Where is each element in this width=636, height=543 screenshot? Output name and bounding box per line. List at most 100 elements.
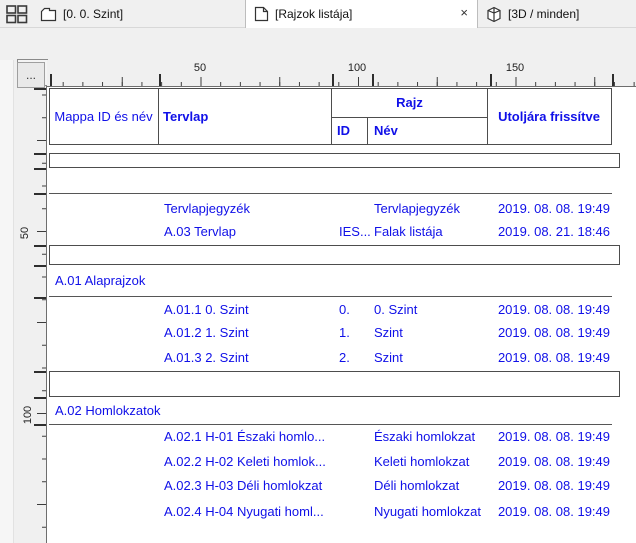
cell-name: Keleti homlokzat: [374, 454, 470, 469]
cell-name: Szint: [374, 325, 403, 340]
table-header-frame: [49, 88, 612, 145]
ruler-marker: [34, 424, 46, 426]
table-row: A.01.3 2. Szint 2. Szint 2019. 08. 08. 1…: [49, 350, 612, 366]
ruler-marker: [50, 74, 52, 87]
header-layout: Tervlap: [163, 109, 209, 124]
tab-floor-plan[interactable]: [0. 0. Szint]: [32, 0, 242, 28]
ruler-marker: [612, 74, 614, 87]
window-layout-button[interactable]: [4, 3, 30, 25]
ruler-number: 50: [191, 62, 209, 74]
cell-layout: A.01.3 2. Szint: [164, 350, 249, 365]
section-header: A.02 Homlokzatok: [55, 403, 161, 418]
cell-layout: A.02.3 H-03 Déli homlokzat: [164, 478, 323, 493]
cell-updated: 2019. 08. 08. 19:49: [497, 302, 610, 317]
cell-updated: 2019. 08. 21. 18:46: [497, 224, 610, 239]
column-divider: [158, 88, 159, 145]
grid-layout-icon: [6, 4, 28, 23]
cell-name: Szint: [374, 350, 403, 365]
tab-3d-view[interactable]: [3D / minden]: [478, 0, 636, 28]
cell-layout: A.01.1 0. Szint: [164, 302, 249, 317]
ruler-options-button[interactable]: ...: [17, 62, 45, 88]
ruler-marker: [34, 265, 46, 267]
header-id: ID: [337, 123, 350, 138]
cell-id: 1.: [339, 325, 350, 340]
tab-label: [0. 0. Szint]: [63, 7, 124, 21]
table-row: A.03 Tervlap IES... Falak listája 2019. …: [49, 224, 612, 240]
table-row: A.02.3 H-03 Déli homlokzat Déli homlokza…: [49, 478, 612, 494]
cell-name: Tervlapjegyzék: [374, 201, 460, 216]
left-edge-strip: [0, 60, 14, 543]
tab-bar: [0. 0. Szint] [Rajzok listája] × [3D / m…: [0, 0, 636, 28]
cell-name: Déli homlokzat: [374, 478, 460, 493]
close-icon[interactable]: ×: [460, 5, 468, 20]
cell-updated: 2019. 08. 08. 19:49: [497, 350, 610, 365]
cell-name: Falak listája: [374, 224, 443, 239]
section-rule: [49, 296, 612, 297]
ruler-marker: [159, 74, 161, 87]
column-divider: [367, 117, 368, 145]
cell-updated: 2019. 08. 08. 19:49: [497, 478, 610, 493]
cell-name: Északi homlokzat: [374, 429, 476, 444]
cell-layout: A.01.2 1. Szint: [164, 325, 249, 340]
empty-drawing-frame: [49, 245, 620, 265]
document-icon: [254, 6, 269, 22]
ruler-marker: [34, 193, 46, 195]
column-divider: [487, 88, 488, 145]
ruler-number: 50: [19, 224, 32, 242]
table-row: A.02.1 H-01 Északi homlo... Északi homlo…: [49, 429, 612, 445]
ruler-number: 100: [345, 62, 369, 74]
cell-id: 0.: [339, 302, 350, 317]
cell-layout: A.02.4 H-04 Nyugati homl...: [164, 504, 324, 519]
tab-label: [Rajzok listája]: [275, 7, 353, 21]
section-rule: [49, 424, 612, 425]
tab-drawings-list[interactable]: [Rajzok listája] ×: [245, 0, 478, 28]
cell-updated: 2019. 08. 08. 19:49: [497, 454, 610, 469]
table-row: Tervlapjegyzék Tervlapjegyzék 2019. 08. …: [49, 201, 612, 217]
table-row: A.02.4 H-04 Nyugati homl... Nyugati homl…: [49, 504, 612, 520]
empty-drawing-frame: [49, 153, 620, 168]
column-divider: [331, 88, 332, 145]
cell-layout: A.02.2 H-02 Keleti homlok...: [164, 454, 326, 469]
header-folder: Mappa ID és név: [54, 109, 153, 124]
section-header: A.01 Alaprajzok: [55, 273, 146, 288]
table-row: A.02.2 H-02 Keleti homlok... Keleti homl…: [49, 454, 612, 470]
table-row: A.01.1 0. Szint 0. 0. Szint 2019. 08. 08…: [49, 302, 612, 318]
ruler-number: 100: [22, 403, 35, 427]
ruler-marker: [34, 88, 46, 90]
empty-drawing-frame: [49, 371, 620, 397]
cell-updated: 2019. 08. 08. 19:49: [497, 504, 610, 519]
tab-label: [3D / minden]: [508, 7, 580, 21]
ruler-marker: [34, 397, 46, 399]
cell-layout: A.03 Tervlap: [164, 224, 237, 239]
layout-icon: [40, 7, 57, 22]
cell-updated: 2019. 08. 08. 19:49: [497, 429, 610, 444]
ruler-marker: [34, 168, 46, 170]
horizontal-ruler: 50 100 150: [47, 60, 636, 87]
header-updated: Utoljára frissítve: [498, 109, 600, 124]
toolbar: ▾ ⚙ ▶: [0, 28, 636, 86]
cell-updated: 2019. 08. 08. 19:49: [497, 325, 610, 340]
cell-name: Nyugati homlokzat: [374, 504, 481, 519]
cell-id: 2.: [339, 350, 350, 365]
vertical-ruler: 50 100: [14, 86, 47, 543]
cell-layout: Tervlapjegyzék: [164, 201, 250, 216]
ruler-number: 150: [503, 62, 527, 74]
drawing-canvas[interactable]: Mappa ID és név Tervlap Rajz ID Név Utol…: [46, 86, 636, 543]
cell-layout: A.02.1 H-01 Északi homlo...: [164, 429, 326, 444]
ruler-marker: [34, 371, 46, 373]
header-split-line: [331, 117, 488, 118]
ruler-marker: [34, 153, 46, 155]
cube-3d-icon: [486, 6, 502, 23]
cell-name: 0. Szint: [374, 302, 418, 317]
header-name: Név: [374, 123, 398, 138]
cell-id: IES...: [339, 224, 371, 239]
header-drawing-group: Rajz: [396, 95, 423, 110]
ruler-marker: [34, 245, 46, 247]
table-row: A.01.2 1. Szint 1. Szint 2019. 08. 08. 1…: [49, 325, 612, 341]
ruler-marker: [490, 74, 492, 87]
ruler-marker: [332, 74, 334, 87]
section-rule: [49, 193, 612, 194]
ruler-marker: [34, 297, 46, 299]
cell-updated: 2019. 08. 08. 19:49: [497, 201, 610, 216]
ruler-marker: [372, 74, 374, 87]
